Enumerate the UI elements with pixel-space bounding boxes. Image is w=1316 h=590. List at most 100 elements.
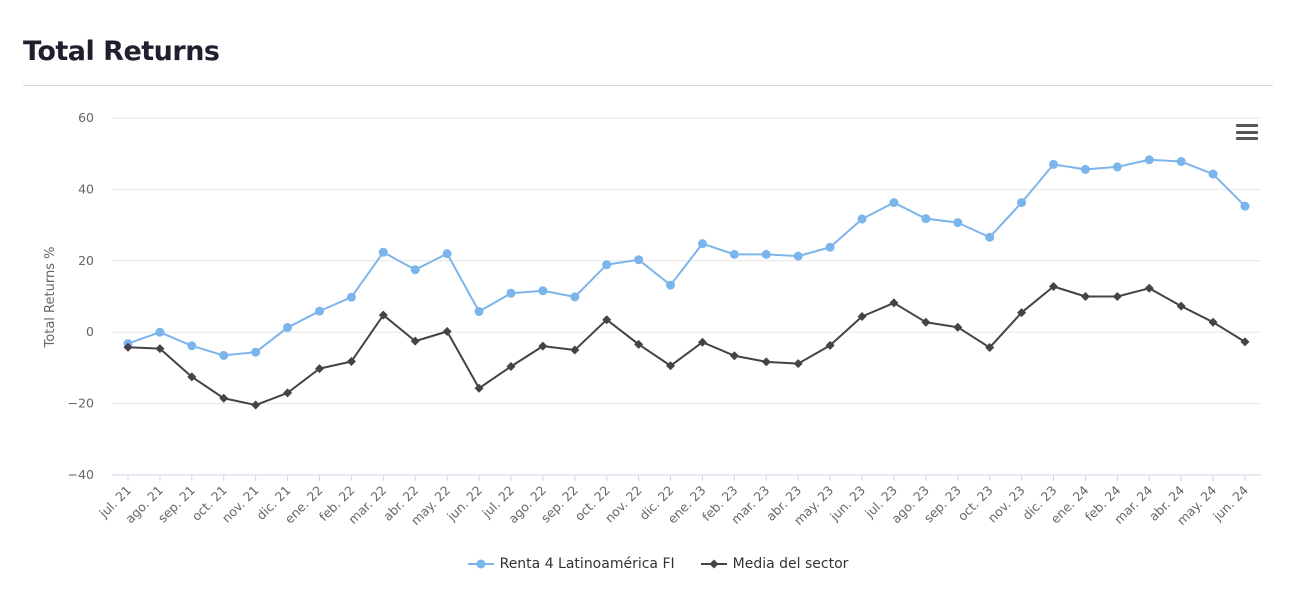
x-tick-label: jun. 22	[443, 483, 485, 525]
data-point-fund[interactable]	[634, 255, 644, 265]
data-point-fund[interactable]	[602, 260, 612, 270]
y-tick-label: 0	[86, 324, 94, 339]
data-point-sector[interactable]	[1176, 301, 1186, 311]
data-point-fund[interactable]	[219, 350, 229, 360]
series-sector	[123, 282, 1250, 410]
data-point-fund[interactable]	[1080, 164, 1090, 174]
legend-label-sector: Media del sector	[732, 556, 849, 572]
y-tick-label: −40	[68, 467, 94, 482]
data-point-sector[interactable]	[219, 393, 229, 403]
data-point-sector[interactable]	[155, 344, 165, 354]
series-line-fund	[127, 158, 1246, 357]
series-layer	[123, 155, 1250, 410]
data-point-fund[interactable]	[155, 327, 165, 337]
data-point-fund[interactable]	[378, 247, 388, 257]
data-point-fund[interactable]	[442, 249, 452, 259]
data-point-fund[interactable]	[889, 198, 899, 208]
legend-item-fund[interactable]: Renta 4 Latinoamérica FI	[467, 556, 675, 572]
data-point-sector[interactable]	[857, 311, 867, 321]
data-point-sector[interactable]	[602, 315, 612, 325]
data-point-sector[interactable]	[474, 383, 484, 393]
data-point-fund[interactable]	[314, 306, 324, 316]
menu-bar	[1236, 130, 1258, 134]
data-point-fund[interactable]	[1144, 155, 1154, 165]
data-point-fund[interactable]	[729, 249, 739, 259]
data-point-sector[interactable]	[953, 322, 963, 332]
data-point-sector[interactable]	[251, 400, 261, 410]
data-point-sector[interactable]	[1208, 317, 1218, 327]
data-point-fund[interactable]	[506, 288, 516, 298]
data-point-sector[interactable]	[825, 340, 835, 350]
data-point-sector[interactable]	[793, 359, 803, 369]
data-point-sector[interactable]	[346, 356, 356, 366]
data-point-sector[interactable]	[378, 310, 388, 320]
data-point-fund[interactable]	[825, 242, 835, 252]
data-point-fund[interactable]	[570, 292, 580, 302]
x-tick-label: jun. 23	[826, 483, 868, 525]
legend-item-sector[interactable]: Media del sector	[700, 556, 849, 572]
data-point-fund[interactable]	[251, 347, 261, 357]
data-point-sector[interactable]	[538, 341, 548, 351]
data-point-sector[interactable]	[697, 337, 707, 347]
data-point-fund[interactable]	[857, 214, 867, 224]
data-point-sector[interactable]	[442, 326, 452, 336]
data-point-fund[interactable]	[346, 292, 356, 302]
y-axis-label: Total Returns %	[43, 247, 58, 349]
data-point-fund[interactable]	[474, 306, 484, 316]
title-divider	[23, 85, 1273, 86]
data-point-fund[interactable]	[410, 265, 420, 275]
data-point-sector[interactable]	[1240, 337, 1250, 347]
legend-fund-symbol	[467, 559, 494, 569]
menu-bar	[1236, 124, 1258, 127]
data-point-sector[interactable]	[506, 361, 516, 371]
page-title: Total Returns	[23, 36, 220, 67]
data-point-fund[interactable]	[187, 341, 197, 351]
data-point-sector[interactable]	[1112, 292, 1122, 301]
data-point-sector[interactable]	[410, 336, 420, 346]
data-point-fund[interactable]	[1176, 157, 1186, 167]
data-point-sector[interactable]	[1017, 308, 1027, 318]
data-point-fund[interactable]	[1240, 201, 1250, 211]
data-point-sector[interactable]	[889, 298, 899, 308]
y-tick-label: 60	[78, 110, 94, 125]
data-point-fund[interactable]	[283, 323, 293, 333]
legend: Renta 4 Latinoamérica FI Media del secto…	[0, 556, 1316, 572]
data-point-sector[interactable]	[187, 372, 197, 382]
series-fund	[123, 155, 1250, 360]
data-point-sector[interactable]	[314, 364, 324, 374]
data-point-fund[interactable]	[697, 239, 707, 249]
data-point-sector[interactable]	[1049, 282, 1059, 292]
data-point-sector[interactable]	[729, 351, 739, 361]
hamburger-menu-icon[interactable]	[1236, 124, 1258, 142]
data-point-fund[interactable]	[1208, 169, 1218, 179]
legend-sector-symbol	[700, 559, 727, 569]
series-line-sector	[127, 285, 1246, 407]
data-point-sector[interactable]	[985, 343, 995, 353]
y-tick-label: 40	[78, 181, 94, 196]
data-point-fund[interactable]	[1049, 159, 1059, 169]
data-point-sector[interactable]	[634, 339, 644, 349]
data-point-fund[interactable]	[953, 218, 963, 228]
data-point-fund[interactable]	[761, 249, 771, 259]
data-point-sector[interactable]	[283, 388, 293, 398]
data-point-fund[interactable]	[538, 286, 548, 296]
x-tick-label: jun. 24	[1209, 482, 1251, 524]
data-point-fund[interactable]	[666, 280, 676, 290]
legend-label-fund: Renta 4 Latinoamérica FI	[499, 556, 675, 572]
data-point-sector[interactable]	[570, 345, 580, 355]
data-point-sector[interactable]	[123, 342, 133, 352]
data-point-fund[interactable]	[1112, 162, 1122, 172]
data-point-sector[interactable]	[666, 361, 676, 371]
data-point-sector[interactable]	[921, 317, 931, 327]
data-point-sector[interactable]	[761, 357, 771, 367]
data-point-fund[interactable]	[1017, 198, 1027, 208]
y-tick-label: 20	[78, 253, 94, 268]
grid-lines	[112, 117, 1261, 476]
data-point-fund[interactable]	[921, 214, 931, 224]
data-point-fund[interactable]	[985, 232, 995, 242]
data-point-fund[interactable]	[793, 251, 803, 261]
data-point-sector[interactable]	[1080, 292, 1090, 301]
data-point-sector[interactable]	[1144, 283, 1154, 293]
